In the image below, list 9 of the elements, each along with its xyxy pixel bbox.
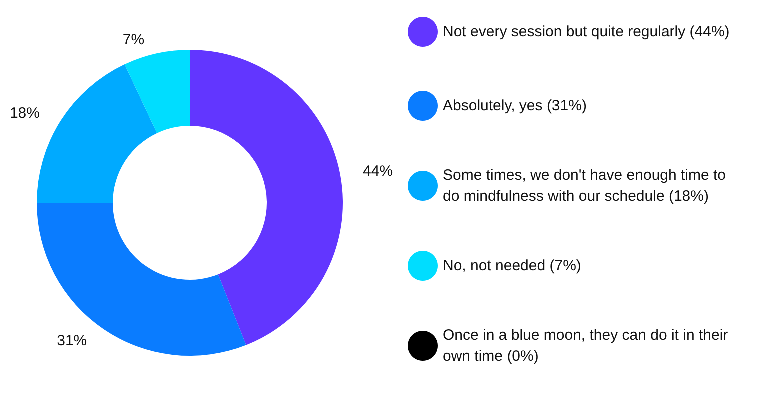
legend-label: Once in a blue moon, they can do it in their own time (0%): [443, 327, 732, 365]
legend-label: Absolutely, yes (31%): [443, 98, 587, 114]
legend-label: No, not needed (7%): [443, 258, 582, 274]
data-label: 7%: [122, 32, 145, 49]
data-label: 44%: [363, 163, 394, 180]
data-label: 18%: [10, 105, 40, 122]
data-label: 31%: [57, 332, 88, 350]
legend-label: Some times, we don't have enough time to do mindfulness with our schedule (18%): [443, 167, 730, 205]
legend-label: Not every session but quite regularly (44%): [443, 24, 730, 40]
